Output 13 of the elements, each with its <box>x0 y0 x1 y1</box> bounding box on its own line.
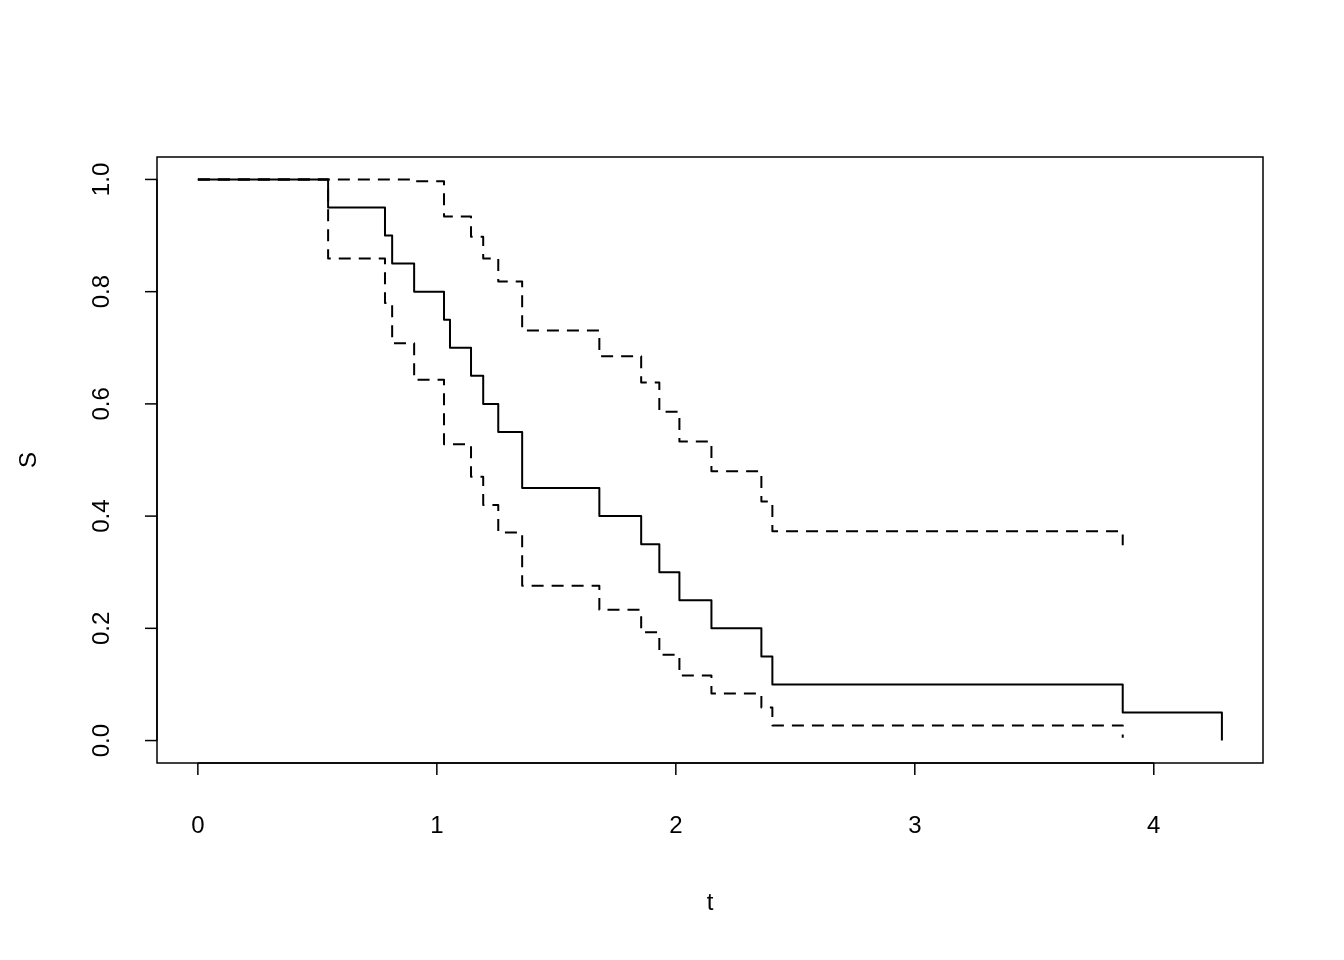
y-tick-label: 0.2 <box>87 611 114 646</box>
y-tick-label: 0.8 <box>87 274 114 309</box>
x-tick-label: 2 <box>669 811 683 838</box>
x-axis-title: t <box>706 888 714 915</box>
y-tick-label: 0.4 <box>87 499 114 533</box>
y-tick-label: 1.0 <box>87 162 114 197</box>
y-tick-label: 0.0 <box>87 723 114 758</box>
x-tick-label: 0 <box>191 811 205 838</box>
x-tick-label: 4 <box>1147 811 1161 838</box>
x-tick-label: 1 <box>430 811 444 838</box>
y-tick-label: 0.6 <box>87 387 114 421</box>
x-tick-label: 3 <box>908 811 922 838</box>
y-axis-title: S <box>14 451 41 469</box>
